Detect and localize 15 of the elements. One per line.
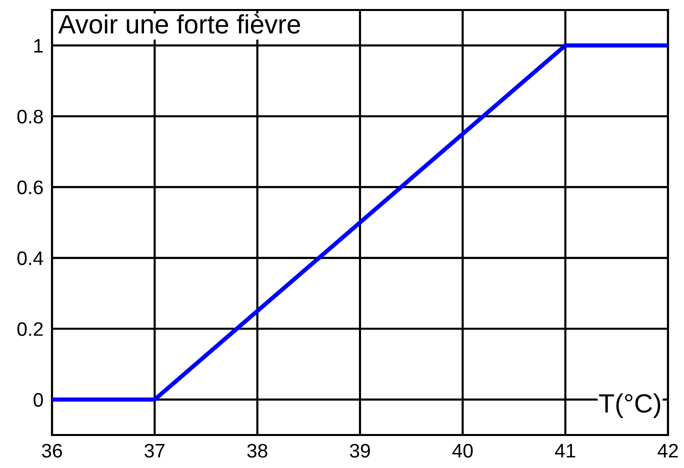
x-tick-label: 41: [554, 444, 576, 458]
y-tick-label: 0.4: [17, 251, 44, 266]
x-tick-label: 40: [452, 444, 473, 458]
x-tick-label: 42: [658, 444, 678, 458]
chart-title: Avoir une forte fièvre: [58, 14, 300, 34]
y-tick-label: 1: [34, 39, 43, 52]
y-tick-label: 0.6: [17, 180, 43, 194]
y-tick-label: 0: [34, 393, 43, 407]
x-tick-label: 39: [350, 444, 370, 458]
y-tick-label: 0.2: [17, 322, 43, 336]
y-tick-label: 0.8: [17, 110, 43, 124]
x-axis-title: T(°C): [599, 393, 660, 418]
x-tick-label: 36: [42, 444, 62, 458]
x-tick-label: 37: [144, 444, 165, 458]
x-tick-label: 38: [247, 444, 268, 458]
